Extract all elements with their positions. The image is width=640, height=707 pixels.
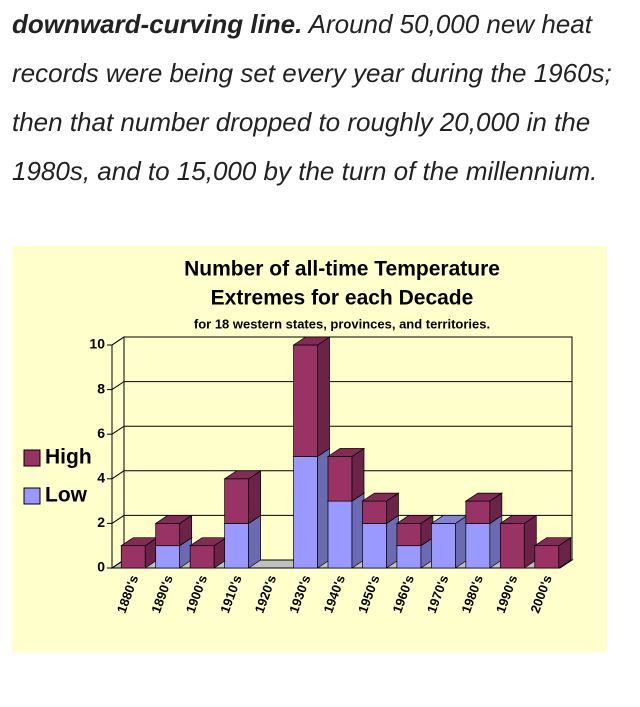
grid-line (111, 336, 572, 346)
bar (155, 523, 181, 547)
bar-side (351, 447, 365, 502)
chart-title: Number of all-time Temperature (184, 258, 500, 281)
bar (293, 344, 318, 457)
bar (362, 523, 387, 569)
bar (431, 523, 456, 569)
bar (189, 545, 215, 569)
bar (155, 545, 181, 569)
bar (327, 456, 353, 502)
bar-top (464, 492, 504, 502)
y-tick-label: 8 (97, 380, 105, 396)
bar-top (154, 515, 193, 524)
grid-line (111, 425, 572, 435)
legend-swatch (23, 449, 41, 467)
grid-line (111, 381, 572, 391)
bar-side (317, 336, 330, 458)
bar-top (533, 537, 572, 547)
bar (362, 500, 387, 524)
y-tick-label: 2 (97, 514, 105, 530)
bar (224, 478, 249, 524)
y-tick-label: 10 (89, 336, 105, 352)
bar-top (326, 448, 366, 457)
bar (224, 523, 249, 569)
bar-top (223, 470, 262, 480)
grid-line (111, 470, 572, 480)
bar (396, 523, 422, 547)
side-wall (111, 336, 125, 569)
bar (499, 523, 525, 569)
legend-label: Low (45, 484, 88, 507)
paragraph: downward-curving line. Around 50,000 new… (12, 0, 612, 196)
chart-title: Extremes for each Decade (211, 287, 474, 310)
legend-swatch (23, 487, 41, 505)
bar-top (499, 515, 538, 524)
bar (327, 500, 353, 569)
y-tick-label: 4 (97, 470, 105, 486)
bar-side (248, 514, 261, 569)
chart-subtitle: for 18 western states, provinces, and te… (194, 316, 490, 331)
chart: Number of all-time Temperature Extremes … (12, 246, 607, 652)
bar (465, 500, 491, 524)
y-tick-label: 6 (97, 425, 105, 441)
bar-top (395, 515, 435, 524)
paragraph-text: Around 50,000 new heat records were bein… (12, 9, 612, 186)
bar (293, 456, 318, 569)
bar-side (248, 470, 261, 525)
bar (465, 523, 491, 569)
legend-label: High (45, 446, 92, 469)
y-tick-label: 0 (97, 559, 105, 575)
bar-top (361, 492, 400, 502)
bar (396, 545, 422, 569)
bar-top (292, 336, 331, 346)
bar (120, 545, 146, 569)
bar (534, 545, 560, 569)
paragraph-lead: downward-curving line. (12, 9, 303, 39)
